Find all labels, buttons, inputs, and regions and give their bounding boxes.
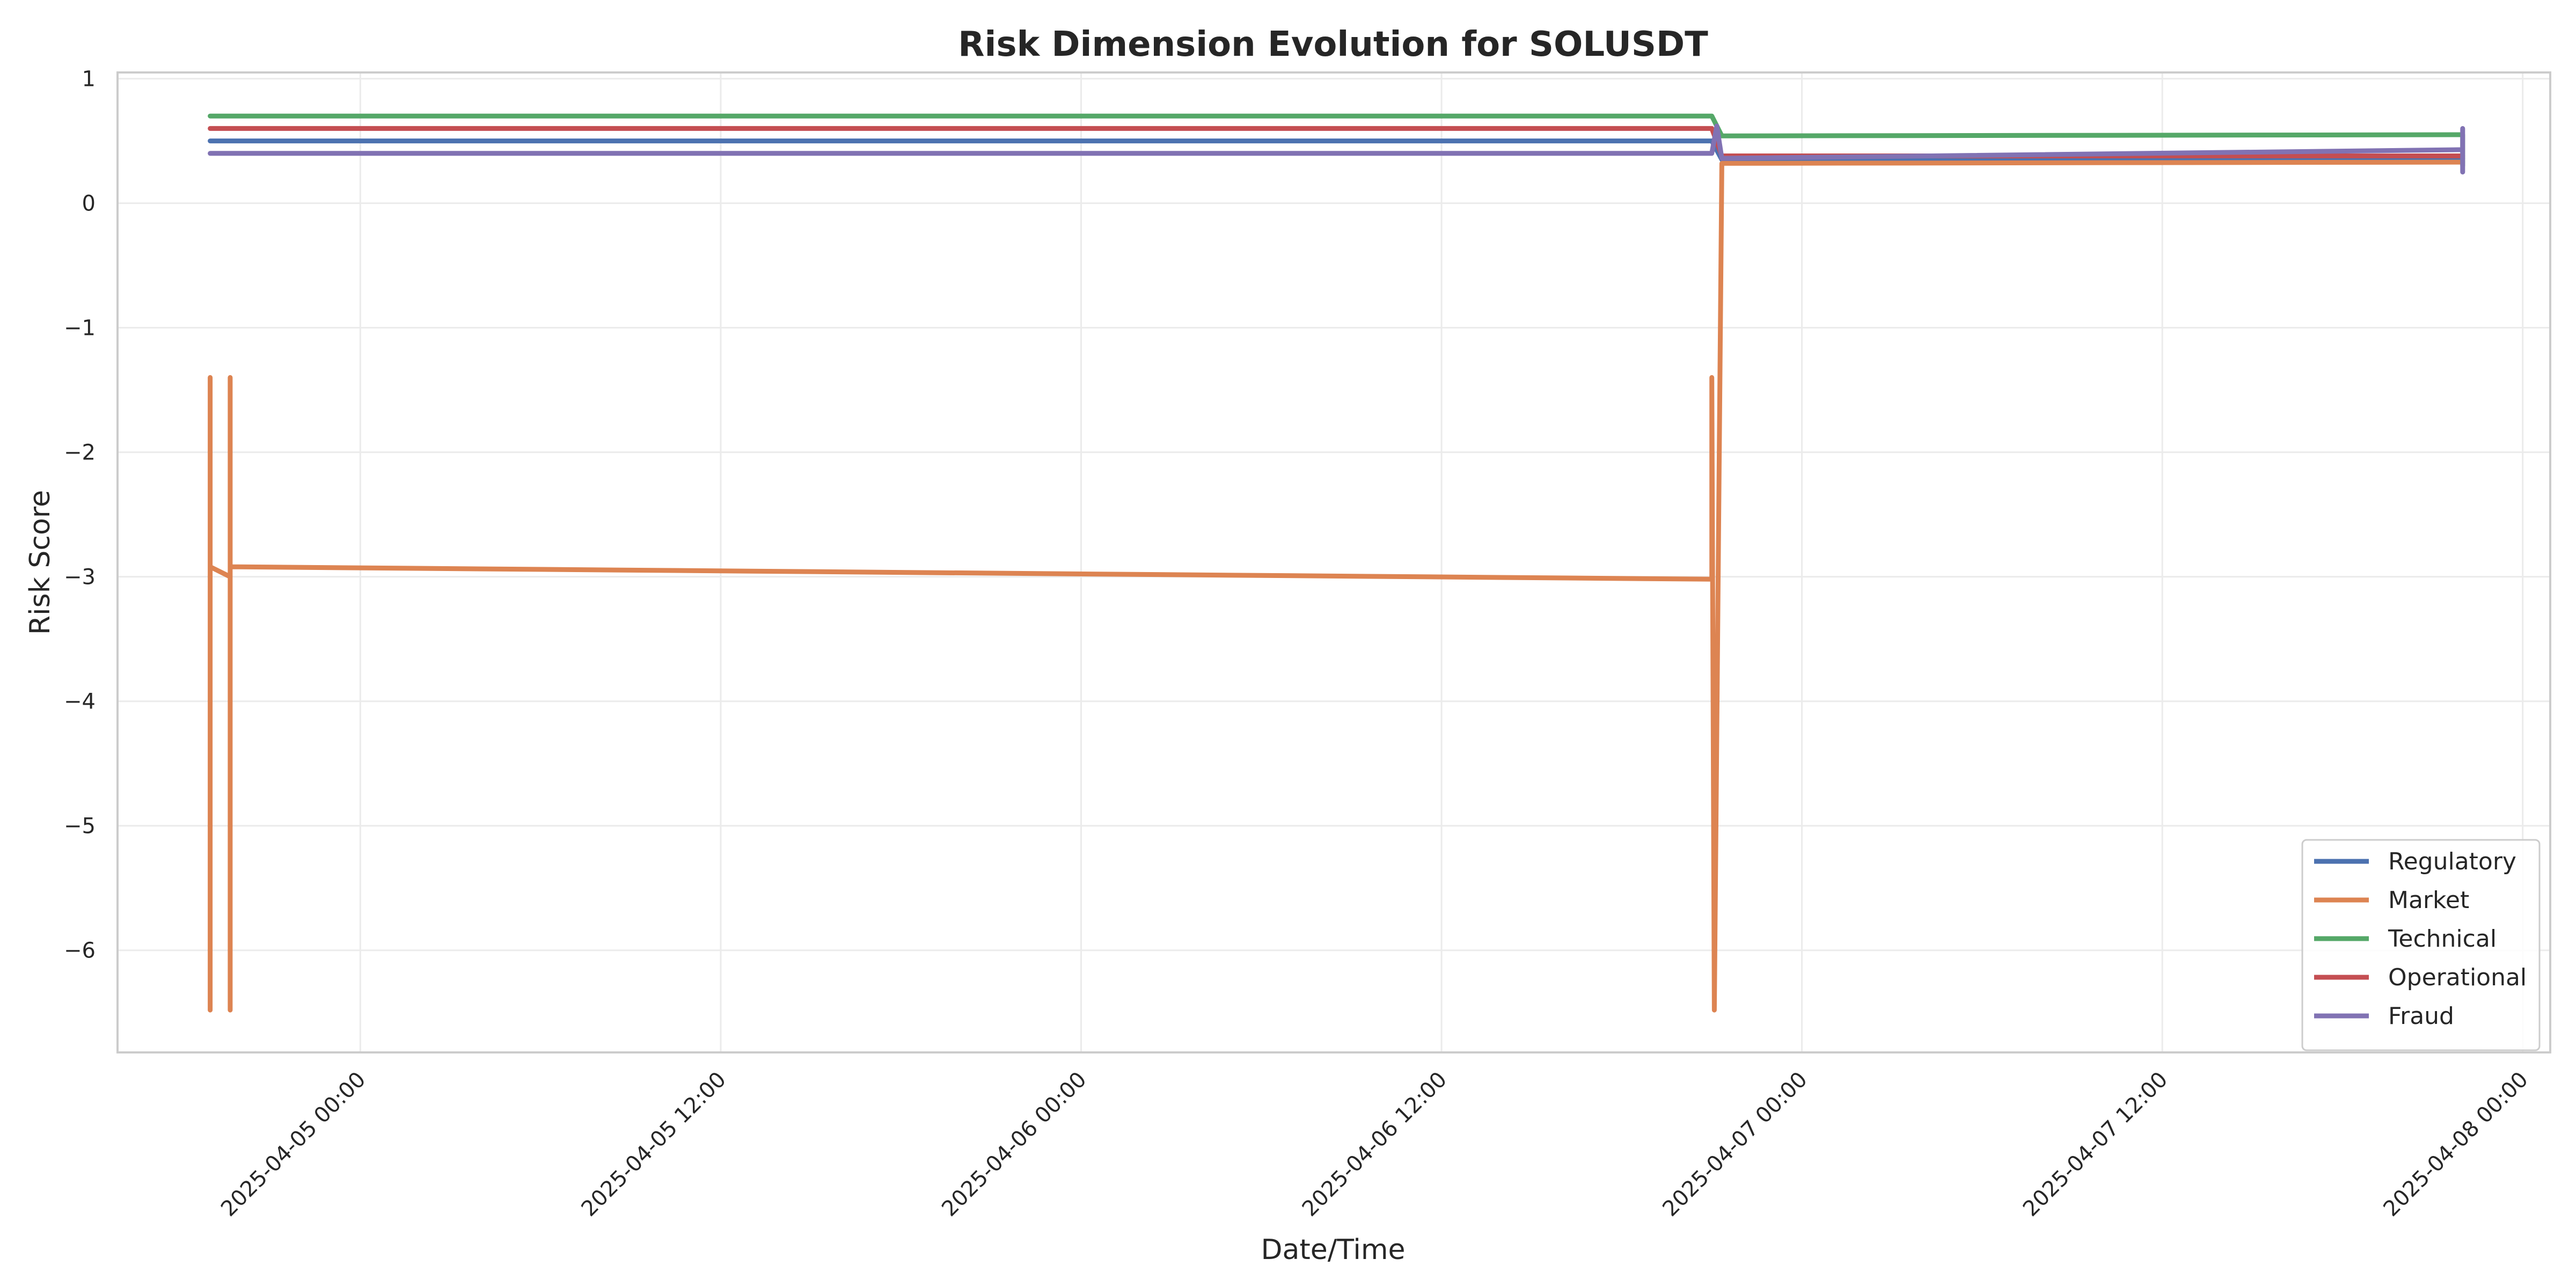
x-axis-ticks: 2025-04-05 00:00 2025-04-05 12:00 2025-04-… [216,1067,2533,1221]
legend-label-market: Market [2388,887,2469,914]
plot-frame [116,71,2551,1053]
series-line-regulatory [208,138,2465,162]
y-tick-label: −5 [64,814,96,839]
y-axis-label: Risk Score [24,490,56,635]
series-line-fraud [208,123,2465,175]
chart-title: Risk Dimension Evolution for SOLUSDT [958,25,1708,64]
legend-label-fraud: Fraud [2388,1002,2454,1030]
x-tick-label: 2025-04-06 12:00 [1298,1067,1452,1221]
x-tick-label: 2025-04-07 00:00 [1658,1067,1812,1221]
y-tick-label: −4 [64,690,96,714]
x-tick-label: 2025-04-06 00:00 [937,1067,1091,1221]
legend-label-technical: Technical [2388,925,2497,953]
y-tick-label: 1 [82,67,96,92]
series-lines [208,113,2465,1013]
y-tick-label: −1 [64,316,96,341]
x-tick-label: 2025-04-08 00:00 [2379,1067,2533,1221]
x-tick-label: 2025-04-05 00:00 [216,1067,370,1221]
x-tick-label: 2025-04-05 12:00 [577,1067,731,1221]
legend-label-regulatory: Regulatory [2388,848,2516,875]
legend: Regulatory Market Technical Operational Frau… [2301,839,2541,1051]
y-axis-ticks: 1 0 −1 −2 −3 −4 −5 −6 [64,67,96,963]
grid [118,72,2550,1052]
legend-box [2301,839,2541,1051]
y-tick-label: −6 [64,939,96,963]
series-line-market [208,159,2465,1013]
x-axis-label: Date/Time [1261,1234,1405,1266]
y-tick-label: −2 [64,441,96,465]
y-tick-label: 0 [82,192,96,216]
legend-label-operational: Operational [2388,964,2527,991]
y-tick-label: −3 [64,565,96,590]
x-tick-label: 2025-04-07 12:00 [2018,1067,2172,1221]
